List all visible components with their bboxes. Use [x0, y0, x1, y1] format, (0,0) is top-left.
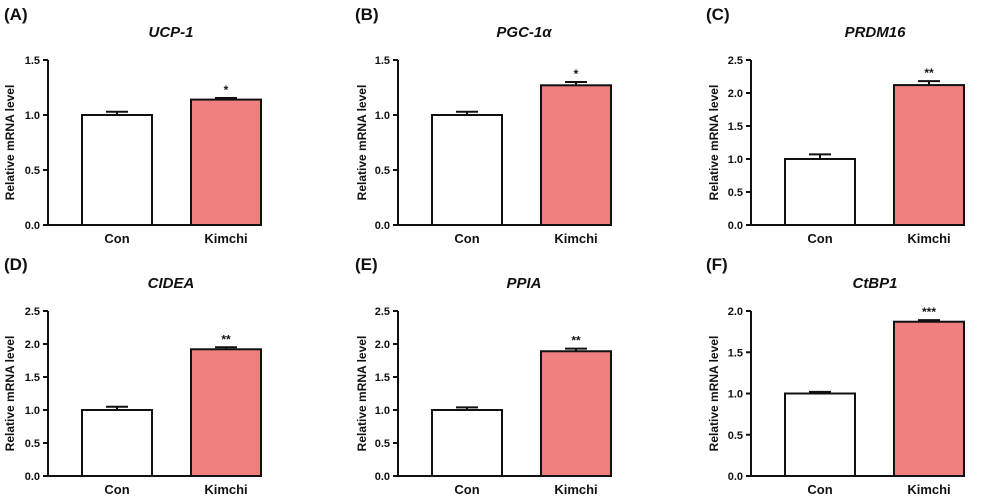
y-tick-label: 1.0: [728, 389, 743, 401]
bar-kimchi: [540, 84, 612, 226]
bar-con: [81, 409, 153, 477]
y-tick-label: 2.0: [25, 339, 40, 351]
bar-con: [81, 114, 153, 226]
chart-title: PGC-1α: [496, 24, 552, 41]
bar-con: [784, 158, 856, 226]
x-category-label: Con: [807, 482, 832, 496]
x-category-label: Con: [454, 231, 479, 246]
significance-label: **: [571, 334, 581, 348]
y-tick-label: 1.5: [25, 372, 40, 384]
panel-letter: (C): [706, 5, 730, 24]
chart-title: PPIA: [506, 275, 541, 292]
y-tick-label: 0.5: [375, 438, 390, 450]
chart-panel-5: (E) PPIA Relative mRNA level 0.0 0.5 1.0 1.5 2.…: [355, 255, 612, 496]
x-category-label: Con: [104, 482, 129, 496]
chart-panel-2: (B) PGC-1α Relative mRNA level 0.0 0.5 1.0 1.5…: [355, 5, 612, 246]
y-tick-label: 1.5: [375, 372, 390, 384]
x-category-label: Con: [454, 482, 479, 496]
chart-title: UCP-1: [148, 24, 193, 41]
panel-letter: (D): [4, 255, 28, 274]
chart-panel-1: (A) UCP-1 Relative mRNA level 0.0 0.5 1.0 1.5 C…: [3, 5, 262, 246]
significance-label: *: [224, 83, 229, 97]
y-tick-label: 0.0: [728, 220, 743, 232]
x-category-label: Kimchi: [907, 482, 950, 496]
y-tick-label: 1.5: [25, 55, 40, 67]
y-tick-label: 0.0: [25, 471, 40, 483]
y-tick-label: 0.0: [375, 471, 390, 483]
bar-con: [784, 392, 856, 477]
significance-label: *: [574, 67, 579, 81]
y-axis-label: Relative mRNA level: [707, 336, 721, 452]
x-category-label: Con: [807, 231, 832, 246]
y-tick-label: 0.0: [25, 220, 40, 232]
bar-con: [431, 114, 503, 226]
x-category-label: Kimchi: [204, 482, 247, 496]
x-category-label: Kimchi: [907, 231, 950, 246]
bar-kimchi: [190, 98, 262, 226]
x-category-label: Kimchi: [554, 482, 597, 496]
chart-panel-3: (C) PRDM16 Relative mRNA level 0.0 0.5 1.0 1.5…: [706, 5, 965, 246]
chart-panel-4: (D) CIDEA Relative mRNA level 0.0 0.5 1.0 1.5 2…: [3, 255, 262, 496]
y-axis-label: Relative mRNA level: [355, 85, 369, 201]
y-tick-label: 2.0: [375, 339, 390, 351]
bar-kimchi: [190, 348, 262, 477]
y-tick-label: 1.0: [375, 110, 390, 122]
x-category-label: Kimchi: [554, 231, 597, 246]
y-tick-label: 1.5: [728, 121, 743, 133]
y-tick-label: 2.0: [728, 88, 743, 100]
chart-title: CtBP1: [852, 275, 897, 292]
y-tick-label: 0.5: [25, 438, 40, 450]
y-tick-label: 1.0: [25, 110, 40, 122]
y-tick-label: 1.5: [375, 55, 390, 67]
panel-letter: (F): [706, 255, 728, 274]
significance-label: **: [924, 66, 934, 80]
y-axis-label: Relative mRNA level: [355, 336, 369, 452]
bar-con: [431, 409, 503, 477]
y-tick-label: 2.5: [25, 306, 40, 318]
y-tick-label: 1.0: [25, 405, 40, 417]
y-tick-label: 0.0: [728, 471, 743, 483]
significance-label: **: [221, 332, 231, 346]
y-axis-label: Relative mRNA level: [3, 336, 17, 452]
panel-letter: (B): [355, 5, 379, 24]
y-tick-label: 1.0: [728, 154, 743, 166]
y-tick-label: 1.0: [375, 405, 390, 417]
y-axis-label: Relative mRNA level: [707, 85, 721, 201]
chart-title: PRDM16: [845, 24, 907, 41]
chart-panel-6: (F) CtBP1 Relative mRNA level 0.0 0.5 1.0 1.5 2…: [706, 255, 965, 496]
y-tick-label: 2.5: [375, 306, 390, 318]
bar-kimchi: [540, 350, 612, 478]
y-tick-label: 0.5: [728, 187, 743, 199]
significance-label: ***: [922, 305, 936, 319]
panel-letter: (A): [4, 5, 28, 24]
chart-title: CIDEA: [148, 275, 195, 292]
y-tick-label: 0.5: [375, 165, 390, 177]
x-category-label: Kimchi: [204, 231, 247, 246]
x-category-label: Con: [104, 231, 129, 246]
y-tick-label: 2.5: [728, 55, 743, 67]
y-tick-label: 0.5: [728, 430, 743, 442]
y-tick-label: 0.5: [25, 165, 40, 177]
y-tick-label: 0.0: [375, 220, 390, 232]
y-tick-label: 2.0: [728, 306, 743, 318]
bar-kimchi: [893, 84, 965, 226]
panel-letter: (E): [355, 255, 378, 274]
y-tick-label: 1.5: [728, 347, 743, 359]
y-axis-label: Relative mRNA level: [3, 85, 17, 201]
bar-kimchi: [893, 320, 965, 477]
